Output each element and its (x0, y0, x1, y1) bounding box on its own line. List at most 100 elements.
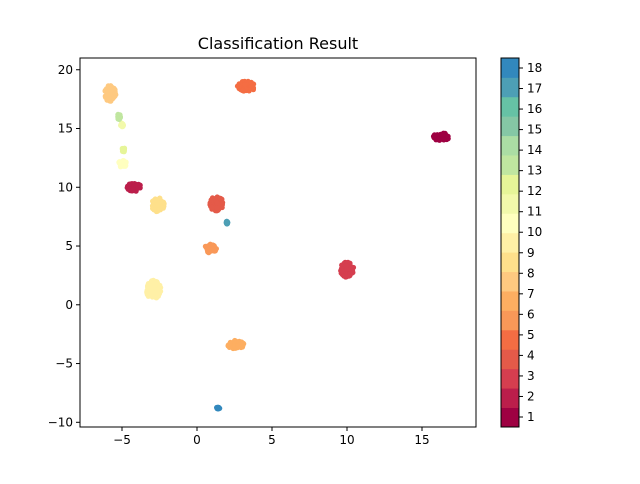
point (430, 133, 437, 139)
point (108, 83, 114, 89)
point (155, 293, 161, 299)
colorbar-segment (501, 58, 519, 78)
y-axis: −10 −5 0 5 10 15 20 (48, 63, 80, 429)
point (209, 204, 215, 210)
point (217, 195, 223, 201)
cluster-9 (149, 195, 167, 215)
point (153, 281, 159, 287)
y-tick-label: 10 (58, 180, 73, 194)
cluster-18 (214, 404, 223, 412)
cluster-5 (234, 78, 257, 94)
point (211, 248, 217, 254)
colorbar-segment (501, 116, 519, 137)
x-tick-label: 0 (193, 433, 201, 447)
colorbar-segment (501, 271, 519, 292)
colorbar-tick-label: 11 (527, 205, 542, 219)
colorbar-tick-label: 8 (527, 266, 535, 280)
colorbar-segment (501, 174, 519, 195)
colorbar-segment (501, 193, 519, 214)
y-tick-label: −5 (55, 357, 73, 371)
y-tick-label: 5 (65, 239, 73, 253)
point (225, 342, 231, 348)
colorbar-tick-label: 16 (527, 102, 542, 116)
x-tick-label: −5 (113, 433, 131, 447)
cluster-10 (144, 277, 164, 301)
colorbar-segment (501, 135, 519, 156)
cluster-4 (207, 194, 226, 214)
colorbar-tick-label: 7 (527, 287, 535, 301)
point (121, 149, 127, 155)
colorbar-tick-label: 17 (527, 82, 542, 96)
cluster-3 (338, 259, 357, 280)
point (157, 282, 163, 288)
point (214, 200, 220, 206)
y-tick-label: 0 (65, 298, 73, 312)
point (116, 112, 122, 118)
colorbar-tick-label: 9 (527, 246, 535, 260)
colorbar-tick-label: 12 (527, 184, 542, 198)
point (248, 83, 255, 89)
colorbar-segment (501, 155, 519, 175)
y-tick-label: −10 (48, 415, 73, 429)
colorbar-tick-label: 5 (527, 328, 535, 342)
plot-frame (79, 57, 477, 428)
point (151, 207, 157, 213)
x-tick-label: 15 (414, 433, 429, 447)
colorbar-frame (500, 57, 520, 428)
point (205, 243, 211, 249)
point (234, 83, 241, 89)
colorbar-tick-label: 18 (527, 61, 542, 75)
point (104, 96, 111, 102)
cluster-14 (115, 111, 123, 122)
x-tick-label: 5 (268, 433, 276, 447)
point (242, 82, 248, 88)
colorbar-tick-label: 10 (527, 225, 542, 239)
point (126, 181, 132, 187)
cluster-8 (102, 83, 119, 104)
colorbar-segment (501, 310, 519, 331)
point (440, 131, 446, 137)
point (132, 181, 138, 188)
colorbar-segment (501, 407, 519, 428)
point (342, 273, 348, 279)
colorbar-segment (501, 291, 519, 311)
point (235, 343, 241, 349)
colorbar-tick-label: 4 (527, 348, 535, 362)
cluster-7 (225, 337, 247, 352)
colorbar-tick-label: 14 (527, 143, 542, 157)
point (118, 121, 124, 127)
cluster-11 (116, 157, 129, 170)
cluster-2 (124, 181, 143, 194)
colorbar-segment (501, 252, 519, 273)
cluster-17 (223, 218, 231, 227)
point (240, 87, 246, 94)
x-axis: −5 0 5 10 15 (113, 427, 430, 447)
colorbar-segment (501, 77, 519, 98)
cluster-13 (119, 145, 128, 155)
colorbar-tick-label: 2 (527, 389, 535, 403)
y-tick-label: 15 (58, 122, 73, 136)
colorbar-segment (501, 368, 519, 389)
point (149, 286, 155, 292)
colorbar-tick-label: 6 (527, 307, 535, 321)
point (130, 187, 136, 193)
point (445, 133, 451, 139)
point (149, 291, 155, 297)
point (137, 182, 143, 188)
point (154, 289, 160, 295)
cluster-12 (118, 120, 126, 130)
point (159, 205, 165, 211)
colorbar-tick-label: 15 (527, 123, 542, 137)
chart-title: Classification Result (198, 34, 358, 53)
point (148, 279, 154, 285)
point (113, 92, 119, 98)
point (214, 205, 220, 211)
colorbar-segment (501, 213, 519, 234)
point (159, 198, 165, 204)
point (339, 267, 345, 274)
cluster-1 (430, 130, 451, 143)
point (120, 158, 126, 164)
point (118, 162, 124, 168)
